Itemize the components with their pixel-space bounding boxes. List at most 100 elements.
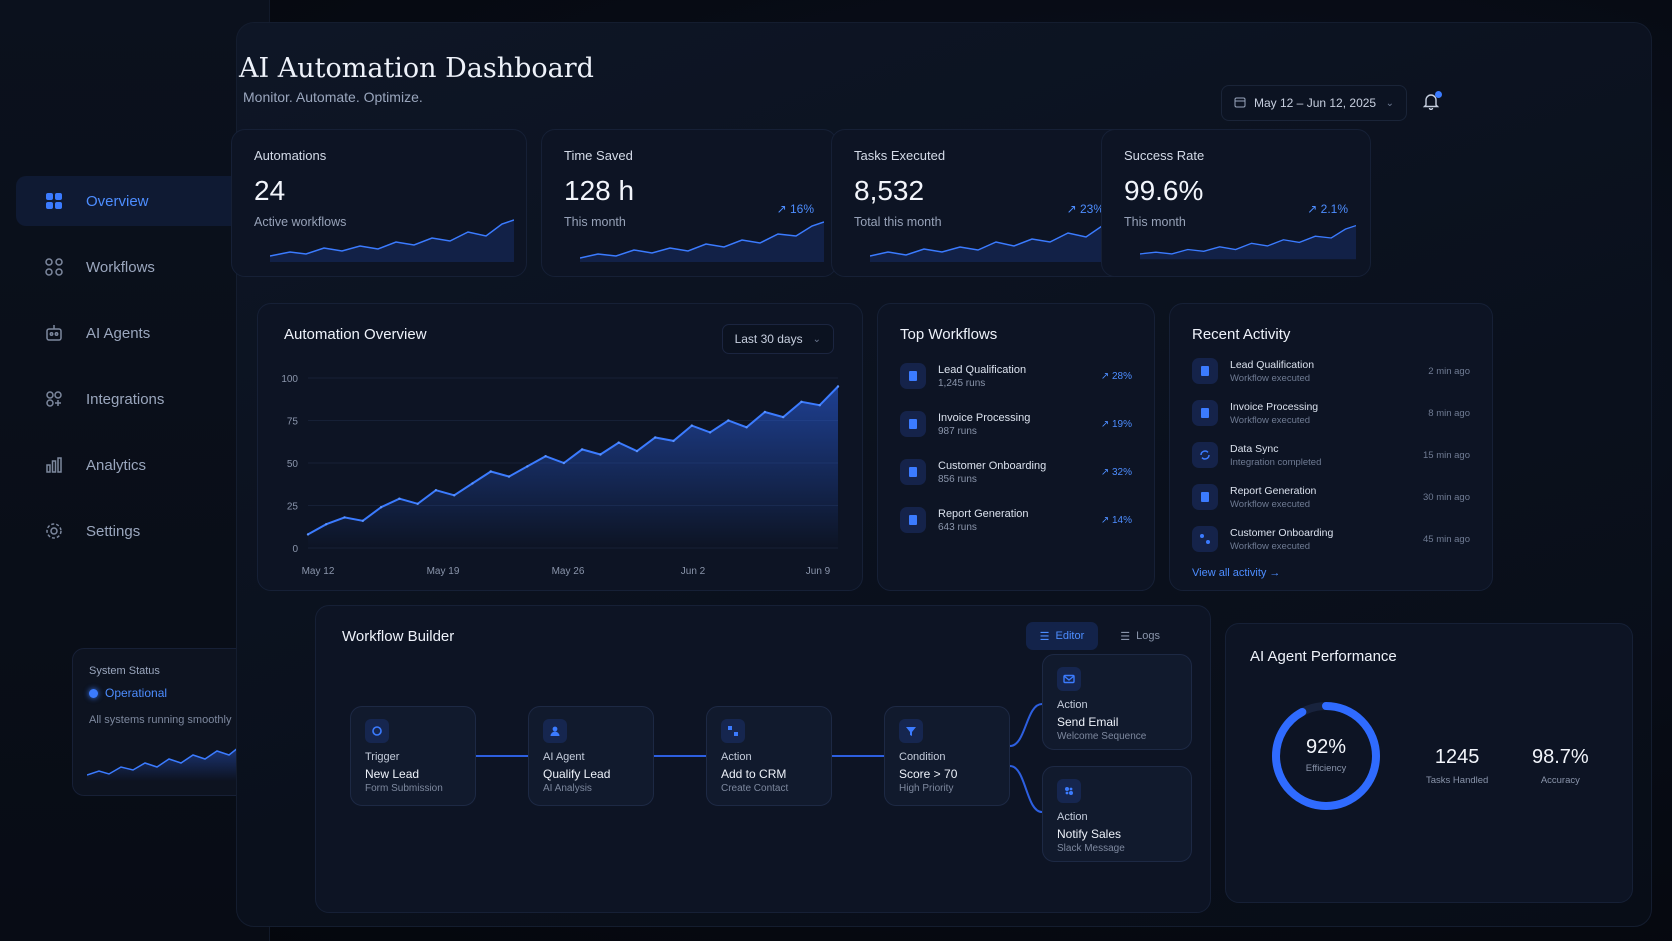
tab-logs[interactable]: ☰ Logs	[1106, 622, 1174, 650]
workflow-node-action-crm[interactable]: Action Add to CRM Create Contact	[706, 706, 832, 806]
sidebar: Overview Workflows AI Agents Integration…	[0, 0, 270, 941]
activity-status: Workflow executed	[1230, 414, 1311, 426]
data-point	[343, 516, 346, 519]
data-point	[361, 519, 365, 522]
date-range-label: May 12 – Jun 12, 2025	[1254, 96, 1377, 110]
top-workflows-card: Top Workflows Lead Qualification 1,245 r…	[877, 303, 1155, 591]
workflow-name: Invoice Processing	[938, 411, 1031, 424]
chevron-down-icon: ⌄	[812, 333, 821, 345]
status-dot-icon	[89, 688, 98, 698]
workflow-name: Lead Qualification	[938, 363, 1027, 376]
workflow-info: Invoice Processing 987 runs	[938, 412, 1030, 437]
sidebar-item-label: Overview	[86, 192, 149, 210]
sidebar-item-label: AI Agents	[86, 324, 151, 342]
activity-name: Invoice Processing	[1230, 400, 1319, 413]
data-point	[800, 400, 803, 403]
data-point	[763, 410, 767, 414]
data-point	[635, 449, 639, 453]
x-tick-label: May 19	[427, 566, 460, 577]
kpi-label: Automations	[254, 148, 327, 163]
y-tick-label: 50	[287, 459, 299, 470]
status-sparkline	[87, 746, 249, 781]
sidebar-item-integrations[interactable]: Integrations	[16, 374, 262, 424]
kpi-sub: This month	[1124, 215, 1186, 229]
sidebar-item-label: Settings	[86, 522, 141, 540]
data-point	[672, 439, 675, 443]
data-point	[617, 441, 620, 444]
activity-row[interactable]: Report Generation Workflow executed 30 m…	[1192, 483, 1470, 511]
workflow-info: Customer Onboarding 856 runs	[938, 460, 1046, 485]
notifications-button[interactable]	[1417, 89, 1445, 117]
y-tick-label: 25	[287, 502, 299, 513]
workflow-row[interactable]: Customer Onboarding 856 runs ↗ 32%	[900, 457, 1132, 487]
data-point	[727, 419, 730, 422]
status-title-row: System Status ⌄	[89, 665, 245, 678]
x-tick-label: Jun 9	[806, 566, 831, 577]
node-sub: Slack Message	[1057, 843, 1125, 854]
node-kind: Action	[1057, 699, 1088, 711]
kpi-delta: ↗ 23%	[1066, 202, 1104, 216]
sidebar-item-label: Workflows	[86, 258, 155, 276]
sidebar-item-overview[interactable]: Overview	[16, 176, 262, 226]
status-state: Operational	[105, 686, 168, 700]
workflow-row[interactable]: Report Generation 643 runs ↗ 14%	[900, 505, 1132, 535]
kpi-value: 128 h	[564, 175, 635, 206]
series-area	[308, 386, 838, 548]
workflow-delta: ↗ 32%	[1100, 466, 1132, 478]
workflow-node-trigger[interactable]: Trigger New Lead Form Submission	[350, 706, 476, 806]
tasks-value: 1245	[1434, 746, 1480, 768]
efficiency-ring	[1272, 702, 1380, 810]
recent-activity-title: Recent Activity	[1192, 326, 1291, 343]
workflow-row[interactable]: Invoice Processing 987 runs ↗ 19%	[900, 409, 1132, 439]
node-sub: Create Contact	[721, 783, 789, 794]
list-icon: ☰	[1039, 630, 1050, 643]
activity-info: Report Generation Workflow executed	[1230, 485, 1316, 510]
ai-agent-performance-card: AI Agent Performance 92% Efficiency 1245…	[1225, 623, 1633, 903]
workflow-node-condition[interactable]: Condition Score > 70 High Priority	[884, 706, 1010, 806]
activity-time: 8 min ago	[1428, 407, 1470, 419]
view-all-activity-link[interactable]: View all activity →	[1192, 567, 1281, 579]
accuracy-value: 98.7%	[1532, 746, 1589, 768]
node-kind: Action	[1057, 811, 1088, 823]
document-icon	[900, 363, 926, 389]
workflow-node-action-notify[interactable]: Action Notify Sales Slack Message	[1042, 766, 1192, 862]
sidebar-item-analytics[interactable]: Analytics	[16, 440, 262, 490]
sync-icon	[1192, 442, 1218, 468]
tab-label: Editor	[1055, 630, 1085, 642]
date-range-picker[interactable]: May 12 – Jun 12, 2025 ⌄	[1221, 85, 1407, 121]
tab-editor[interactable]: ☰ Editor	[1025, 622, 1099, 650]
activity-info: Customer Onboarding Workflow executed	[1230, 527, 1333, 552]
efficiency-ring-arc	[1272, 702, 1380, 810]
overview-title: Automation Overview	[284, 326, 427, 343]
system-status-card: System Status ⌄ Operational All systems …	[72, 648, 262, 796]
activity-row[interactable]: Invoice Processing Workflow executed 8 m…	[1192, 399, 1470, 427]
activity-row[interactable]: Lead Qualification Workflow executed 2 m…	[1192, 357, 1470, 385]
workflow-node-action-email[interactable]: Action Send Email Welcome Sequence	[1042, 654, 1192, 750]
range-select[interactable]: Last 30 days ⌄	[721, 324, 834, 354]
kpi-delta: ↗ 2.1%	[1307, 202, 1348, 216]
activity-row[interactable]: Data Sync Integration completed 15 min a…	[1192, 441, 1470, 469]
kpi-card-success-rate: Success Rate 99.6% This month ↗ 2.1%	[1101, 129, 1371, 277]
data-point	[544, 455, 547, 458]
activity-time: 2 min ago	[1428, 365, 1470, 377]
y-tick-label: 0	[292, 544, 298, 555]
workflow-node-ai-agent[interactable]: AI Agent Qualify Lead AI Analysis	[528, 706, 654, 806]
x-tick-label: Jun 2	[681, 566, 706, 577]
sidebar-item-ai-agents[interactable]: AI Agents	[16, 308, 262, 358]
activity-info: Lead Qualification Workflow executed	[1230, 359, 1314, 384]
workflow-row[interactable]: Lead Qualification 1,245 runs ↗ 28%	[900, 361, 1132, 391]
puzzle-icon	[44, 389, 64, 409]
kpi-sparkline	[580, 221, 824, 262]
sidebar-item-workflows[interactable]: Workflows	[16, 242, 262, 292]
x-tick-label: May 26	[552, 566, 585, 577]
slack-icon	[1057, 779, 1081, 803]
workflow-delta: ↗ 19%	[1100, 418, 1132, 430]
sidebar-item-settings[interactable]: Settings	[16, 506, 262, 556]
data-point	[599, 453, 602, 456]
activity-name: Lead Qualification	[1230, 358, 1315, 371]
activity-name: Data Sync	[1230, 442, 1279, 455]
activity-info: Data Sync Integration completed	[1230, 443, 1321, 468]
range-select-label: Last 30 days	[734, 332, 803, 346]
activity-row[interactable]: Customer Onboarding Workflow executed 45…	[1192, 525, 1470, 553]
